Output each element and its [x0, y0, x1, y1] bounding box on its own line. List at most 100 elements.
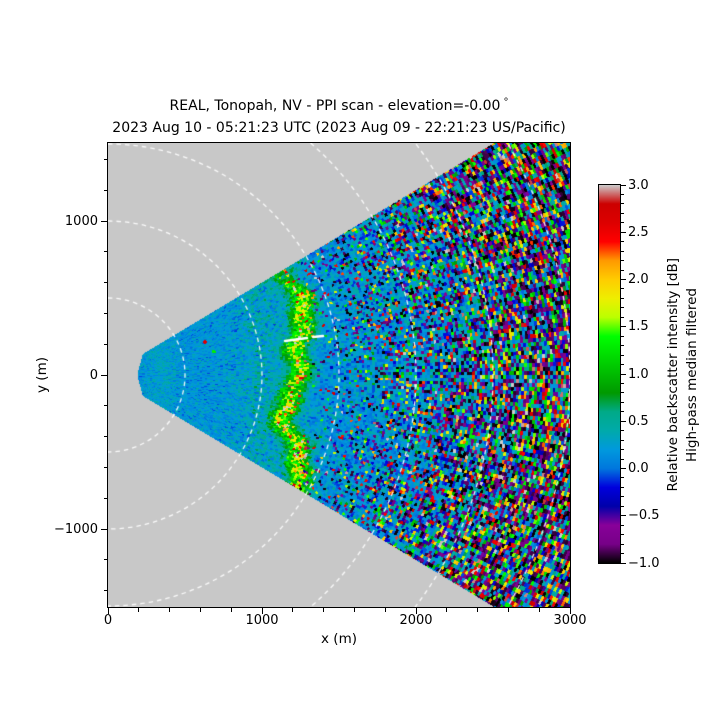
- colorbar-minor-tick: [621, 212, 624, 214]
- colorbar-minor-tick: [621, 458, 624, 460]
- x-minor-tick: [199, 608, 201, 612]
- x-major-tick: [415, 608, 417, 614]
- y-minor-tick: [103, 405, 107, 407]
- x-axis-label: x (m): [321, 631, 357, 647]
- colorbar-minor-tick: [621, 496, 624, 498]
- x-major-tick: [261, 608, 263, 614]
- y-major-tick: [101, 220, 107, 222]
- x-minor-tick: [230, 608, 232, 612]
- colorbar: [598, 184, 621, 564]
- colorbar-major-tick: [621, 279, 626, 280]
- colorbar-major-tick: [621, 326, 626, 328]
- y-minor-tick: [103, 158, 107, 160]
- colorbar-minor-tick: [621, 222, 624, 224]
- colorbar-minor-tick: [621, 477, 624, 479]
- y-minor-tick: [103, 466, 107, 468]
- y-minor-tick: [103, 343, 107, 345]
- x-minor-tick: [169, 608, 171, 612]
- colorbar-minor-tick: [621, 260, 624, 262]
- colorbar-minor-tick: [621, 486, 624, 488]
- colorbar-minor-tick: [621, 534, 624, 536]
- y-minor-tick: [103, 251, 107, 253]
- degree-symbol: °: [503, 97, 509, 108]
- title-line1-text: REAL, Tonopah, NV - PPI scan - elevation…: [169, 98, 501, 114]
- colorbar-major-tick: [621, 231, 626, 233]
- x-major-tick: [569, 608, 571, 614]
- colorbar-minor-tick: [621, 411, 624, 413]
- colorbar-minor-tick: [621, 269, 624, 271]
- x-tick-label: 2000: [399, 613, 433, 628]
- colorbar-tick-label: −0.5: [628, 508, 660, 524]
- colorbar-major-tick: [621, 468, 626, 469]
- colorbar-tick-label: 1.5: [628, 319, 649, 335]
- colorbar-minor-tick: [621, 307, 624, 309]
- x-minor-tick: [323, 608, 325, 612]
- colorbar-minor-tick: [621, 288, 624, 290]
- y-minor-tick: [103, 312, 107, 314]
- colorbar-minor-tick: [621, 524, 624, 526]
- colorbar-minor-tick: [621, 364, 624, 366]
- colorbar-minor-tick: [621, 382, 624, 384]
- colorbar-tick-label: 0.0: [628, 461, 649, 476]
- x-minor-tick: [538, 608, 540, 612]
- colorbar-minor-tick: [621, 345, 624, 347]
- colorbar-minor-tick: [621, 316, 624, 318]
- y-minor-tick: [103, 497, 107, 499]
- colorbar-minor-tick: [621, 203, 624, 205]
- y-major-tick: [101, 374, 107, 376]
- colorbar-minor-tick: [621, 297, 624, 299]
- colorbar-tick-label: 0.5: [628, 413, 649, 429]
- colorbar-minor-tick: [621, 241, 624, 243]
- title-line2: 2023 Aug 10 - 05:21:23 UTC (2023 Aug 09 …: [112, 120, 566, 136]
- ppi-scan-canvas: [108, 143, 570, 607]
- x-major-tick: [107, 608, 109, 614]
- colorbar-major-tick: [621, 515, 626, 517]
- colorbar-minor-tick: [621, 449, 624, 451]
- colorbar-minor-tick: [621, 401, 624, 403]
- colorbar-minor-tick: [621, 505, 624, 507]
- colorbar-tick-label: 1.0: [628, 366, 649, 382]
- x-minor-tick: [138, 608, 140, 612]
- colorbar-minor-tick: [621, 430, 624, 432]
- x-minor-tick: [353, 608, 355, 612]
- x-tick-label: 1000: [245, 613, 279, 628]
- colorbar-tick-label: −1.0: [628, 555, 660, 571]
- colorbar-minor-tick: [621, 250, 624, 252]
- colorbar-minor-tick: [621, 392, 624, 394]
- colorbar-tick-label: 2.5: [628, 224, 649, 240]
- y-minor-tick: [103, 590, 107, 592]
- colorbar-tick-label: 2.0: [628, 272, 649, 287]
- y-major-tick: [101, 528, 107, 530]
- colorbar-label-line1: Relative backscatter intensity [dB]: [664, 258, 681, 492]
- colorbar-major-tick: [621, 562, 626, 564]
- x-minor-tick: [292, 608, 294, 612]
- x-minor-tick: [446, 608, 448, 612]
- colorbar-minor-tick: [621, 193, 624, 195]
- y-axis-label: y (m): [34, 357, 50, 393]
- colorbar-minor-tick: [621, 354, 624, 356]
- x-minor-tick: [477, 608, 479, 612]
- x-tick-label: 0: [103, 613, 113, 628]
- x-minor-tick: [507, 608, 509, 612]
- colorbar-major-tick: [621, 420, 626, 422]
- y-tick-label: −1000: [54, 521, 98, 537]
- colorbar-minor-tick: [621, 543, 624, 545]
- colorbar-major-tick: [621, 373, 626, 375]
- plot-area: [107, 142, 571, 608]
- x-tick-label: 3000: [553, 613, 587, 628]
- y-minor-tick: [103, 436, 107, 438]
- y-tick-label: 0: [89, 367, 98, 383]
- y-minor-tick: [103, 559, 107, 561]
- y-minor-tick: [103, 282, 107, 284]
- colorbar-major-tick: [621, 184, 626, 186]
- colorbar-tick-label: 3.0: [628, 177, 649, 193]
- colorbar-label-line2: High-pass median filtered: [683, 288, 700, 462]
- colorbar-minor-tick: [621, 439, 624, 441]
- chart-title: REAL, Tonopah, NV - PPI scan - elevation…: [108, 96, 570, 139]
- colorbar-minor-tick: [621, 553, 624, 555]
- y-minor-tick: [103, 189, 107, 191]
- y-tick-label: 1000: [64, 213, 98, 229]
- title-line1: REAL, Tonopah, NV - PPI scan - elevation…: [108, 96, 570, 118]
- x-minor-tick: [384, 608, 386, 612]
